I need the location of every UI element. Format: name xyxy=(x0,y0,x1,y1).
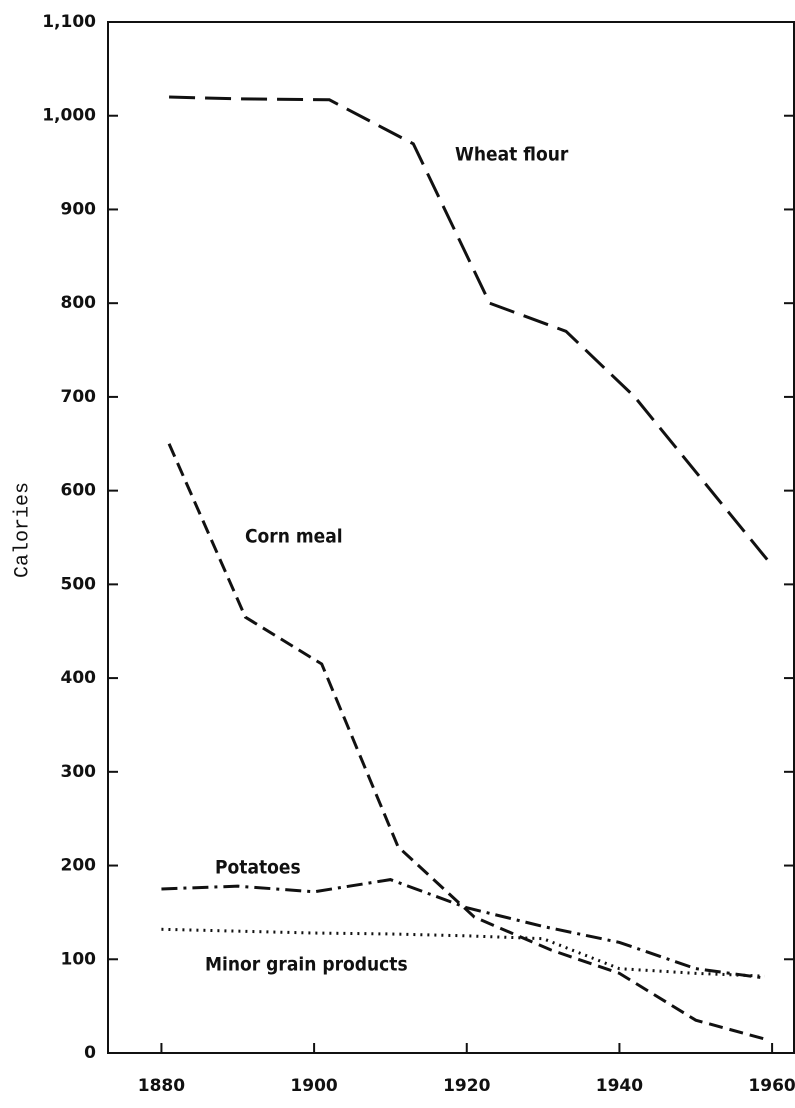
series-label: Potatoes xyxy=(215,857,301,879)
plot-frame xyxy=(107,21,795,1054)
line xyxy=(167,443,765,1041)
y-tick-label: 300 xyxy=(61,762,97,782)
y-tick-label: 800 xyxy=(61,293,97,313)
x-tick-label: 1920 xyxy=(443,1076,490,1096)
x-tick-label: 1960 xyxy=(748,1076,795,1096)
x-tick-label: 1900 xyxy=(290,1076,337,1096)
y-tick-label: 100 xyxy=(61,949,97,969)
series-label: Corn meal xyxy=(245,526,343,548)
line xyxy=(161,878,765,980)
y-tick-label: 0 xyxy=(84,1043,96,1063)
y-tick-label: 200 xyxy=(61,856,97,876)
line xyxy=(169,95,774,567)
x-tick-label: 1880 xyxy=(138,1076,185,1096)
y-tick-label: 700 xyxy=(61,387,97,407)
y-tick-label: 900 xyxy=(61,199,97,219)
y-tick-label: 500 xyxy=(61,574,97,594)
y-tick-label: 600 xyxy=(61,481,97,501)
y-tick-label: 1,000 xyxy=(42,106,96,126)
y-tick-label: 1,100 xyxy=(42,12,96,32)
y-axis-label: Calories xyxy=(11,482,34,578)
x-tick-label: 1940 xyxy=(596,1076,643,1096)
y-tick-label: 400 xyxy=(61,668,97,688)
series-label: Minor grain products xyxy=(205,954,408,976)
series-label: Wheat flour xyxy=(455,144,569,166)
